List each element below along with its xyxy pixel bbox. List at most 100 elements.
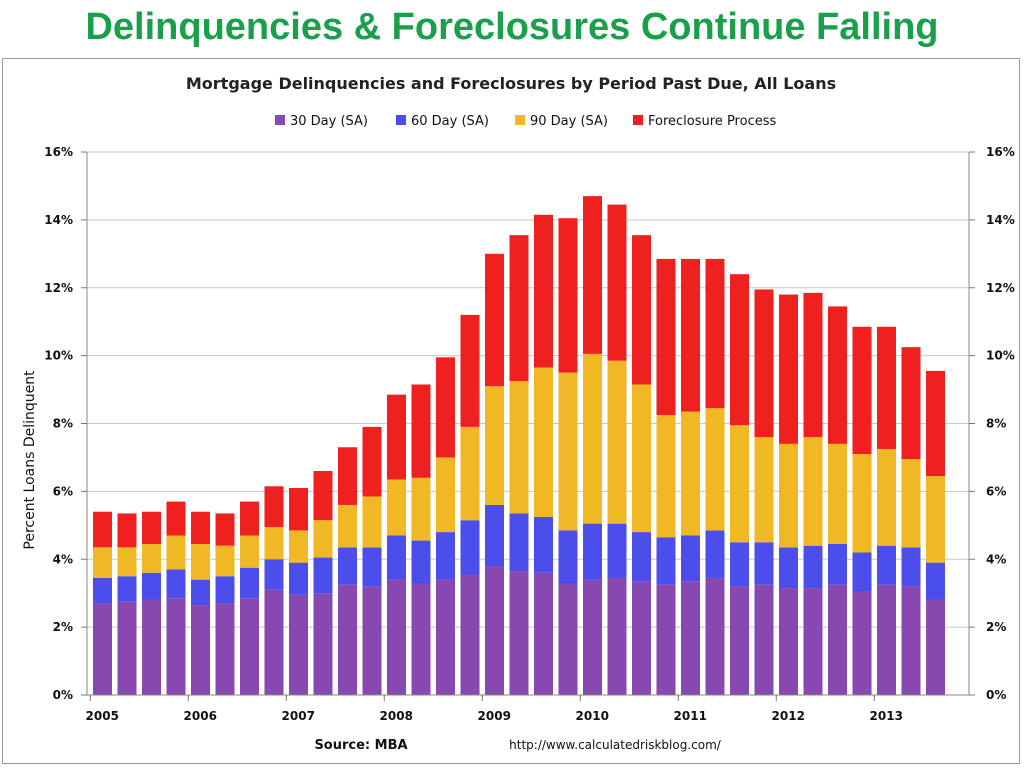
bars-group: [93, 196, 945, 695]
bar-segment: [558, 372, 578, 531]
bar-segment: [852, 552, 872, 592]
bar-segment: [485, 566, 504, 695]
bar-segment: [632, 235, 651, 385]
bar-segment: [828, 306, 847, 444]
bar-segment: [264, 527, 284, 560]
chart-title: Mortgage Delinquencies and Foreclosures …: [186, 74, 836, 93]
bar-segment: [754, 542, 774, 585]
bar-segment: [191, 543, 210, 580]
bar-segment: [926, 370, 945, 477]
axes: 0% 0% 2% 2% 4% 4% 6% 6% 8% 8% 10% 10% 12% 12% 14% 14% 16…: [44, 145, 1014, 723]
bar-segment: [926, 476, 945, 563]
y-axis-title: Percent Loans Delinquent: [22, 370, 38, 550]
bar-segment: [142, 599, 161, 695]
bar-segment: [681, 581, 700, 695]
legend-swatch: [515, 115, 525, 125]
bar-segment: [460, 574, 480, 695]
bar-segment: [534, 516, 553, 573]
bar-segment: [730, 542, 749, 587]
y-tick-label-left: 8%: [53, 417, 73, 431]
bar-segment: [852, 591, 872, 695]
bar-segment: [534, 367, 553, 517]
x-tick-label: 2013: [870, 709, 903, 723]
bar-segment: [632, 581, 651, 695]
x-tick-label: 2007: [282, 709, 315, 723]
bar-segment: [705, 530, 725, 578]
bar-segment: [754, 289, 774, 438]
y-tick-label-right: 0%: [986, 688, 1006, 702]
bar-segment: [191, 605, 210, 695]
bar-segment: [583, 196, 602, 354]
bar-segment: [509, 571, 529, 695]
bar-segment: [191, 511, 210, 544]
chart-svg: Mortgage Delinquencies and Foreclosures …: [22, 74, 1015, 753]
x-tick-label: 2005: [86, 709, 119, 723]
legend-label: 90 Day (SA): [530, 114, 608, 129]
bar-segment: [387, 479, 406, 536]
bar-segment: [803, 545, 823, 589]
bar-segment: [338, 504, 357, 548]
bar-segment: [93, 577, 112, 604]
bar-segment: [338, 447, 357, 505]
bar-segment: [607, 577, 627, 695]
bar-segment: [632, 532, 651, 582]
bar-segment: [656, 415, 676, 538]
x-tick-label: 2012: [772, 709, 805, 723]
bar-segment: [215, 576, 235, 604]
bar-segment: [901, 459, 921, 548]
bar-segment: [264, 559, 284, 590]
bar-segment: [166, 569, 186, 599]
bar-segment: [828, 584, 847, 695]
bar-segment: [681, 258, 700, 412]
y-tick-label-right: 2%: [986, 620, 1006, 634]
bar-segment: [926, 562, 945, 600]
y-tick-label-right: 4%: [986, 552, 1006, 566]
bar-segment: [289, 562, 308, 595]
y-tick-label-right: 16%: [986, 145, 1015, 159]
bar-segment: [779, 588, 798, 695]
bar-segment: [436, 457, 455, 533]
y-tick-label-left: 12%: [44, 281, 73, 295]
bar-segment: [583, 353, 602, 524]
y-tick-label-left: 16%: [44, 145, 73, 159]
bar-segment: [705, 408, 725, 531]
x-tick-label: 2008: [380, 709, 413, 723]
bar-segment: [93, 511, 112, 548]
bar-segment: [656, 584, 676, 695]
y-tick-label-right: 12%: [986, 281, 1015, 295]
bar-segment: [558, 530, 578, 584]
bar-segment: [852, 326, 872, 455]
bar-segment: [607, 523, 627, 578]
bar-segment: [558, 583, 578, 695]
bar-segment: [313, 471, 333, 521]
bar-segment: [436, 579, 455, 695]
bar-segment: [166, 501, 186, 536]
legend-swatch: [275, 115, 285, 125]
source-url: http://www.calculatedriskblog.com/: [509, 738, 722, 752]
bar-segment: [289, 487, 308, 531]
bar-segment: [338, 547, 357, 585]
bar-segment: [117, 513, 137, 548]
x-tick-label: 2009: [478, 709, 511, 723]
y-tick-label-right: 6%: [986, 484, 1006, 498]
bar-segment: [240, 535, 259, 568]
bar-segment: [656, 537, 676, 585]
bar-segment: [117, 547, 137, 577]
bar-segment: [730, 425, 749, 543]
bar-segment: [289, 594, 308, 695]
y-tick-label-left: 6%: [53, 484, 73, 498]
bar-segment: [607, 360, 627, 524]
bar-segment: [338, 584, 357, 695]
chart-frame: Mortgage Delinquencies and Foreclosures …: [2, 58, 1020, 764]
bar-segment: [142, 543, 161, 573]
bar-segment: [705, 258, 725, 409]
x-tick-label: 2006: [184, 709, 217, 723]
bar-segment: [215, 513, 235, 546]
bar-segment: [362, 586, 382, 695]
bar-segment: [803, 437, 823, 546]
bar-segment: [313, 557, 333, 594]
bar-segment: [828, 543, 847, 585]
legend-swatch: [396, 115, 406, 125]
bar-segment: [264, 486, 284, 528]
bar-segment: [607, 204, 627, 361]
